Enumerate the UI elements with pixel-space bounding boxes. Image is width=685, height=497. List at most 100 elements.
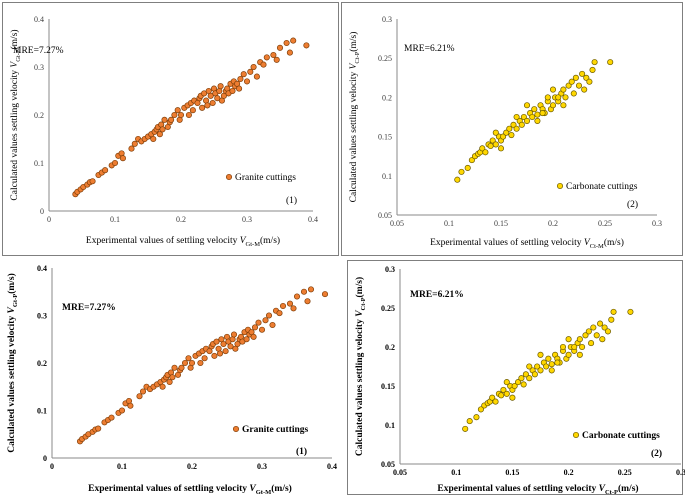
data-point [95, 425, 102, 432]
data-point [237, 75, 244, 83]
x-tick-label: 0.3 [676, 468, 685, 477]
data-point [197, 359, 204, 367]
data-point [290, 37, 297, 44]
data-point [199, 104, 206, 111]
data-point [511, 382, 518, 390]
data-point [543, 363, 550, 370]
data-point [526, 363, 533, 370]
y-tick-label: 0.4 [34, 15, 44, 24]
y-tick-label: 0.25 [378, 54, 392, 63]
data-point [582, 332, 589, 339]
data-point [468, 157, 475, 164]
data-point [560, 102, 567, 109]
data-point [247, 68, 254, 75]
data-point [479, 145, 486, 152]
data-point [589, 66, 596, 74]
data-point [263, 54, 270, 61]
data-point [270, 51, 277, 59]
data-point [216, 350, 224, 357]
x-tick-label: 0.1 [117, 462, 127, 471]
data-point [575, 82, 583, 89]
data-point [513, 113, 520, 121]
data-series [462, 308, 634, 432]
x-tick-label: 0.25 [598, 219, 612, 228]
data-point [265, 312, 273, 319]
data-point [156, 131, 163, 138]
panel-label: (2) [627, 199, 638, 210]
data-point [599, 336, 606, 343]
chart-panel-granite-bottom: 0 0.1 0.2 0.3 0.4 0 0.1 0.2 0.3 0.4 Experimental v… [0, 260, 345, 497]
data-point [220, 340, 227, 348]
y-tick-label: 0.4 [37, 264, 47, 273]
data-point [534, 111, 541, 118]
legend-label: Carbonate cuttings [566, 182, 638, 192]
x-tick-label: 0.3 [257, 462, 267, 471]
data-point [565, 336, 572, 343]
data-point [544, 94, 551, 101]
data-point [118, 407, 126, 414]
data-point [570, 90, 577, 97]
data-point [489, 137, 496, 144]
data-point [565, 351, 572, 358]
data-point [576, 351, 583, 358]
data-point [576, 336, 583, 343]
data-point [119, 155, 126, 162]
data-point [487, 142, 494, 150]
data-point [583, 74, 590, 81]
x-axis-label: Experimental values of settling velocity… [430, 237, 624, 250]
data-point [500, 386, 507, 393]
data-point [307, 286, 315, 293]
data-point [579, 70, 586, 77]
data-point [508, 131, 515, 139]
x-tick-label: 0.15 [494, 219, 508, 228]
data-point [585, 328, 592, 335]
data-point [273, 56, 280, 63]
mre-annotation: MRE=7.27% [13, 46, 64, 56]
data-point [188, 359, 196, 367]
data-point [174, 107, 181, 114]
x-tick-label: 0.05 [393, 468, 407, 477]
data-series [72, 37, 310, 198]
y-tick-label: 0.05 [381, 460, 395, 469]
data-point [509, 394, 516, 401]
data-point [178, 364, 185, 371]
data-point [201, 355, 208, 362]
y-tick-label: 0.2 [385, 343, 395, 352]
data-point [269, 321, 276, 329]
data-point [300, 288, 308, 295]
y-tick-label: 0.2 [34, 111, 44, 120]
data-point [304, 298, 311, 305]
data-point [293, 293, 301, 300]
data-point [454, 176, 461, 183]
data-point [548, 361, 555, 368]
data-point [161, 116, 168, 123]
data-point [181, 359, 189, 367]
data-point [168, 116, 175, 123]
x-axis-label: Experimental values of settling velocity… [437, 483, 638, 496]
data-point [166, 378, 173, 386]
data-point [229, 87, 236, 95]
data-point [243, 78, 251, 85]
data-point [159, 383, 166, 390]
x-tick-label: 0.2 [176, 215, 186, 224]
data-point [128, 145, 135, 152]
x-tick-label: 0.1 [451, 468, 461, 477]
data-point [473, 414, 480, 421]
data-point [127, 402, 134, 409]
data-point [303, 42, 310, 49]
data-point [545, 355, 552, 362]
data-point [514, 379, 522, 386]
panel-label: (2) [651, 448, 662, 459]
data-point [549, 102, 557, 109]
legend-marker [572, 431, 580, 439]
data-point [571, 343, 578, 351]
data-point [597, 320, 604, 327]
x-tick-label: 0.1 [444, 219, 454, 228]
data-point [520, 113, 527, 121]
data-point [529, 113, 536, 121]
y-axis-label: Calculated values settling velocity VCt-… [348, 32, 361, 203]
legend-label: Granite cuttings [242, 425, 309, 435]
x-tick-label: 0 [47, 215, 51, 224]
data-point [201, 90, 208, 97]
data-point [610, 308, 617, 315]
